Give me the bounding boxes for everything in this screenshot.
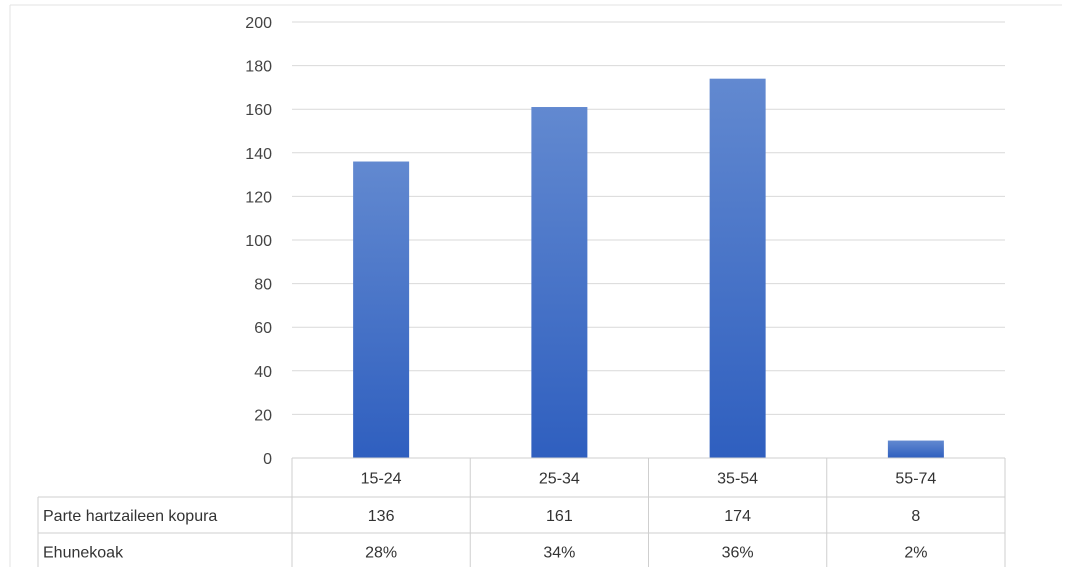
bar-35-54 (709, 78, 766, 459)
x-category-label: 25-34 (539, 471, 580, 488)
table-cell: 174 (724, 508, 751, 525)
bar-55-74 (887, 440, 944, 458)
table-cell: 28% (365, 545, 397, 562)
table-cell: 2% (904, 545, 927, 562)
y-tick-label: 20 (254, 407, 272, 424)
bar-25-34 (531, 107, 588, 459)
table-cell: 34% (543, 545, 575, 562)
y-tick-label: 120 (245, 189, 272, 206)
y-tick-label: 0 (263, 451, 272, 468)
gridlines (9, 4, 1062, 567)
y-axis-tick-labels: 0 20 40 60 80 100 120 140 160 180 200 (245, 15, 272, 468)
bar-15-24 (353, 161, 410, 458)
x-category-label: 15-24 (361, 471, 402, 488)
data-table: 15-24 25-34 35-54 55-74 Parte hartzaileen ko… (37, 457, 1006, 567)
table-cell: 161 (546, 508, 573, 525)
y-tick-label: 140 (245, 146, 272, 163)
table-row-label: Parte hartzaileen kopura (43, 508, 217, 525)
y-tick-label: 160 (245, 102, 272, 119)
y-tick-label: 40 (254, 364, 272, 381)
y-tick-label: 200 (245, 15, 272, 32)
x-category-label: 35-54 (717, 471, 758, 488)
bars (353, 78, 944, 459)
y-tick-label: 100 (245, 233, 272, 250)
table-cell: 8 (911, 508, 920, 525)
y-tick-label: 60 (254, 320, 272, 337)
x-category-label: 55-74 (895, 471, 936, 488)
table-cell: 136 (368, 508, 395, 525)
table-cell: 36% (722, 545, 754, 562)
y-tick-label: 180 (245, 59, 272, 76)
y-tick-label: 80 (254, 277, 272, 294)
table-row-label: Ehunekoak (43, 545, 124, 562)
